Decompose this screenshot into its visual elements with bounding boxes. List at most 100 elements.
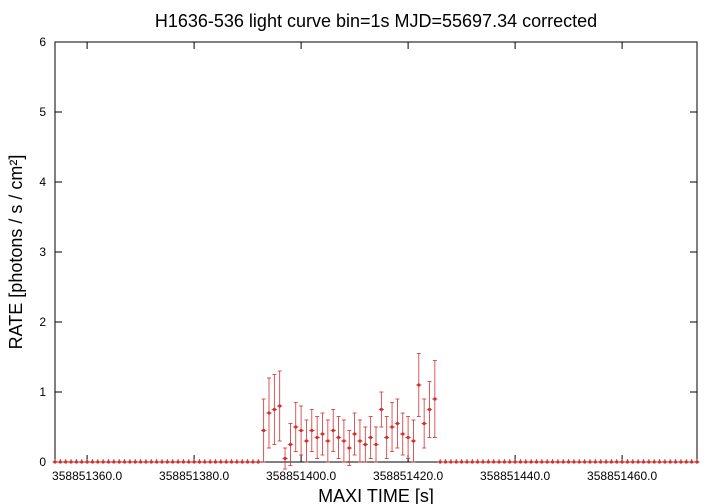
data-point — [598, 459, 604, 464]
point — [379, 407, 383, 412]
point — [449, 460, 453, 464]
point — [278, 404, 282, 408]
point — [181, 460, 185, 464]
point — [213, 460, 218, 464]
x-tick-label: 358851380.0 — [159, 469, 229, 483]
point — [256, 460, 260, 464]
data-point — [63, 459, 69, 464]
data-point — [153, 459, 160, 464]
data-point — [271, 374, 278, 445]
point — [347, 446, 351, 450]
point — [395, 421, 399, 426]
data-point — [426, 381, 433, 438]
plot-frame — [54, 41, 698, 463]
data-point — [544, 459, 550, 464]
data-point — [437, 459, 443, 464]
data-point — [651, 459, 657, 464]
data-point — [453, 459, 459, 464]
point — [438, 460, 442, 464]
data-point — [517, 459, 524, 464]
point — [283, 456, 287, 461]
point — [112, 460, 116, 464]
data-point — [378, 391, 385, 428]
point — [155, 460, 159, 464]
point — [203, 460, 207, 464]
point — [529, 460, 533, 464]
point — [336, 435, 341, 440]
x-tick-label: 358851400.0 — [266, 469, 336, 483]
point — [176, 460, 180, 464]
point — [502, 460, 506, 464]
point — [599, 460, 603, 464]
data-point — [298, 405, 304, 456]
point — [454, 460, 458, 464]
data-point — [389, 402, 395, 452]
point — [74, 460, 79, 464]
point — [534, 460, 539, 464]
point — [604, 460, 608, 464]
data-point — [105, 459, 112, 464]
data-point — [662, 459, 668, 464]
data-point — [314, 416, 320, 459]
data-point — [581, 459, 588, 464]
point — [652, 460, 656, 464]
point — [390, 425, 394, 429]
point — [673, 460, 678, 464]
point — [251, 460, 255, 464]
point — [235, 460, 239, 464]
data-point — [528, 459, 534, 464]
point — [80, 460, 84, 464]
point — [422, 421, 426, 426]
point — [695, 460, 699, 464]
data-point — [549, 459, 556, 464]
point — [369, 435, 373, 440]
data-point — [539, 459, 545, 464]
point — [668, 460, 672, 464]
point — [315, 435, 319, 440]
data-point — [373, 426, 379, 463]
point — [690, 460, 694, 464]
data-point — [266, 377, 272, 449]
data-point — [672, 459, 679, 464]
point — [165, 460, 169, 464]
data-point — [603, 459, 609, 464]
x-tick-label: 358851360.0 — [52, 469, 122, 483]
point — [96, 460, 100, 464]
point — [566, 460, 571, 464]
data-point — [175, 459, 181, 464]
data-point — [57, 459, 64, 464]
data-point — [341, 419, 347, 463]
chart-title: H1636-536 light curve bin=1s MJD=55697.3… — [155, 11, 597, 31]
point — [160, 460, 164, 464]
point — [246, 460, 250, 464]
data-point — [485, 459, 492, 464]
point — [144, 460, 148, 464]
point — [122, 460, 127, 464]
point — [641, 460, 646, 464]
x-tick-label: 358851460.0 — [587, 469, 657, 483]
y-tick-label: 2 — [39, 315, 46, 329]
data-point — [234, 459, 240, 464]
point — [294, 425, 298, 429]
data-point — [416, 353, 422, 417]
point — [470, 460, 474, 464]
data-point — [143, 459, 149, 464]
data-point — [303, 419, 310, 463]
point — [524, 460, 528, 464]
data-point — [394, 398, 401, 449]
data-point — [587, 459, 593, 464]
point — [149, 460, 153, 464]
point — [139, 460, 143, 464]
data-point — [630, 459, 636, 464]
point — [561, 460, 565, 464]
data-point — [191, 459, 197, 464]
x-tick-label: 358851420.0 — [373, 469, 443, 483]
point — [128, 460, 132, 464]
data-point — [319, 412, 326, 456]
point — [583, 460, 587, 464]
data-point — [244, 459, 251, 464]
point — [679, 460, 683, 464]
data-point — [309, 409, 315, 452]
point — [304, 439, 309, 443]
data-point — [464, 459, 470, 464]
